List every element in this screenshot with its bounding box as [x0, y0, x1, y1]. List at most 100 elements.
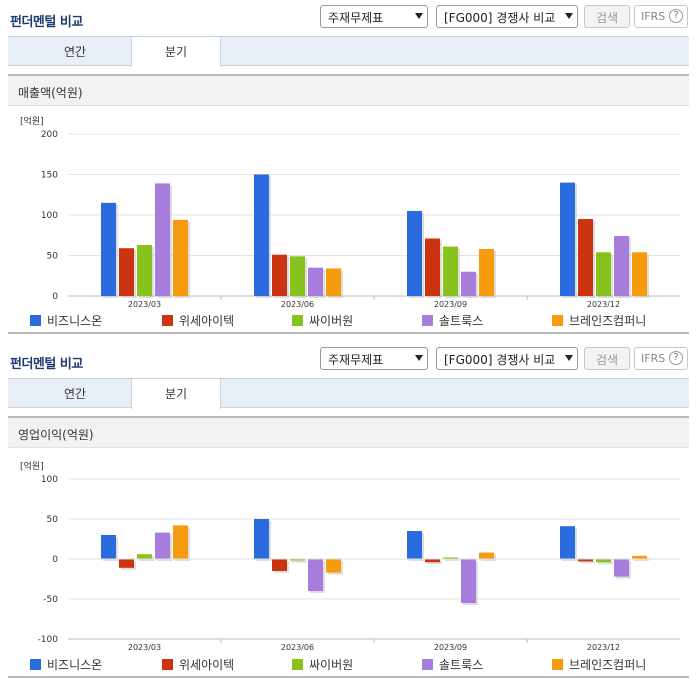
bar — [326, 559, 341, 573]
chart-container: 매출액(억원) [억원] 0 50 100 150 200 2023/03 2023/06 20… — [8, 74, 689, 334]
y-tick-label: 150 — [41, 171, 58, 181]
bar — [290, 256, 305, 296]
x-tick-label: 2023/06 — [281, 643, 314, 652]
unit-label: [억원] — [20, 460, 44, 472]
bar — [326, 268, 341, 296]
bar — [560, 526, 575, 559]
bar — [155, 183, 170, 296]
bar — [479, 552, 494, 559]
bar — [578, 559, 593, 562]
x-tick-label: 2023/09 — [434, 300, 467, 309]
legend-item[interactable]: 브레인즈컴퍼니 — [552, 656, 646, 673]
legend-swatch — [552, 315, 563, 326]
y-tick-label: 50 — [47, 515, 59, 525]
help-icon: ? — [669, 351, 683, 365]
legend-swatch — [162, 315, 173, 326]
legend-item[interactable]: 위세아이텍 — [162, 656, 234, 673]
legend-item[interactable]: 비즈니스온 — [30, 312, 102, 329]
peer-group-select[interactable]: [FG000] 경쟁사 비교 — [436, 347, 578, 370]
legend-label: 싸이버원 — [309, 314, 354, 328]
legend-swatch — [422, 315, 433, 326]
bar — [461, 559, 476, 603]
bar — [101, 202, 116, 296]
bar — [155, 532, 170, 559]
legend-item[interactable]: 위세아이텍 — [162, 312, 234, 329]
bar — [632, 252, 647, 296]
legend-item[interactable]: 브레인즈컴퍼니 — [552, 312, 646, 329]
chevron-down-icon — [565, 13, 573, 19]
x-tick-label: 2023/12 — [587, 643, 620, 652]
bar — [407, 210, 422, 296]
legend-label: 비즈니스온 — [47, 658, 103, 672]
statement-select[interactable]: 주재무제표 — [320, 347, 428, 370]
legend-item[interactable]: 솔트룩스 — [422, 312, 483, 329]
bar — [479, 249, 494, 296]
bar — [596, 252, 611, 296]
bar — [173, 525, 188, 559]
y-tick-label: 200 — [41, 130, 58, 140]
legend-label: 위세아이텍 — [179, 314, 235, 328]
chevron-down-icon — [415, 13, 423, 19]
panel-title: 펀더멘털 비교 — [10, 15, 83, 30]
bar — [290, 559, 305, 561]
bar-shadow — [427, 561, 442, 565]
chevron-down-icon — [565, 355, 573, 361]
legend-label: 브레인즈컴퍼니 — [569, 314, 647, 328]
bar — [101, 535, 116, 559]
legend-swatch — [30, 659, 41, 670]
legend-swatch — [30, 315, 41, 326]
bar — [614, 236, 629, 296]
y-tick-label: 100 — [41, 211, 58, 221]
tab-quarterly[interactable]: 분기 — [131, 37, 221, 67]
y-tick-label: 50 — [47, 252, 59, 262]
ifrs-help-button[interactable]: IFRS ? — [634, 5, 688, 28]
bar — [578, 219, 593, 296]
panel-header: 펀더멘털 비교 주재무제표 [FG000] 경쟁사 비교 검색 IFRS ? — [0, 342, 696, 376]
bar — [272, 559, 287, 571]
tab-annual[interactable]: 연간 — [63, 387, 87, 401]
peer-group-select-value: [FG000] 경쟁사 비교 — [444, 353, 556, 367]
legend-item[interactable]: 솔트룩스 — [422, 656, 483, 673]
ifrs-help-button[interactable]: IFRS ? — [634, 347, 688, 370]
bar-shadow — [598, 561, 613, 565]
tab-quarterly[interactable]: 분기 — [131, 379, 221, 409]
statement-select[interactable]: 주재무제표 — [320, 5, 428, 28]
bar — [443, 557, 458, 559]
period-tabs: 연간 분기 — [8, 378, 689, 409]
bar — [560, 182, 575, 296]
y-tick-label: -100 — [38, 635, 59, 645]
bar — [443, 246, 458, 296]
statement-select-value: 주재무제표 — [328, 353, 384, 367]
bar — [596, 559, 611, 563]
operating-profit-chart: [억원] -100 -50 0 50 100 2023/03 2023/06 2023/09 20… — [20, 460, 680, 652]
legend-label: 싸이버원 — [309, 658, 354, 672]
ifrs-label: IFRS — [641, 352, 666, 365]
search-button[interactable]: 검색 — [584, 5, 630, 28]
x-tick-label: 2023/06 — [281, 300, 314, 309]
bar — [254, 519, 269, 559]
bar — [119, 559, 134, 568]
x-tick-label: 2023/09 — [434, 643, 467, 652]
bar — [461, 271, 476, 296]
legend-label: 솔트룩스 — [439, 314, 484, 328]
y-tick-label: 0 — [52, 555, 58, 565]
bar — [407, 531, 422, 559]
bar — [614, 559, 629, 577]
peer-group-select[interactable]: [FG000] 경쟁사 비교 — [436, 5, 578, 28]
chart-container: 영업이익(억원) [억원] -100 -50 0 50 100 2023/03 2023/06… — [8, 416, 689, 678]
x-tick-label: 2023/03 — [128, 300, 161, 309]
legend-label: 비즈니스온 — [47, 314, 103, 328]
legend-label: 브레인즈컴퍼니 — [569, 658, 647, 672]
bar-shadow — [445, 559, 460, 561]
tab-annual[interactable]: 연간 — [63, 45, 87, 59]
panel-title: 펀더멘털 비교 — [10, 357, 83, 372]
help-icon: ? — [669, 9, 683, 23]
bar-shadow — [292, 561, 307, 563]
legend-swatch — [162, 659, 173, 670]
legend-item[interactable]: 싸이버원 — [292, 312, 353, 329]
legend-item[interactable]: 비즈니스온 — [30, 656, 102, 673]
search-button[interactable]: 검색 — [584, 347, 630, 370]
y-tick-label: -50 — [43, 595, 58, 605]
legend-item[interactable]: 싸이버원 — [292, 656, 353, 673]
chart-legend: 비즈니스온 위세아이텍 싸이버원 솔트룩스 브레인즈컴퍼니 — [8, 656, 689, 674]
